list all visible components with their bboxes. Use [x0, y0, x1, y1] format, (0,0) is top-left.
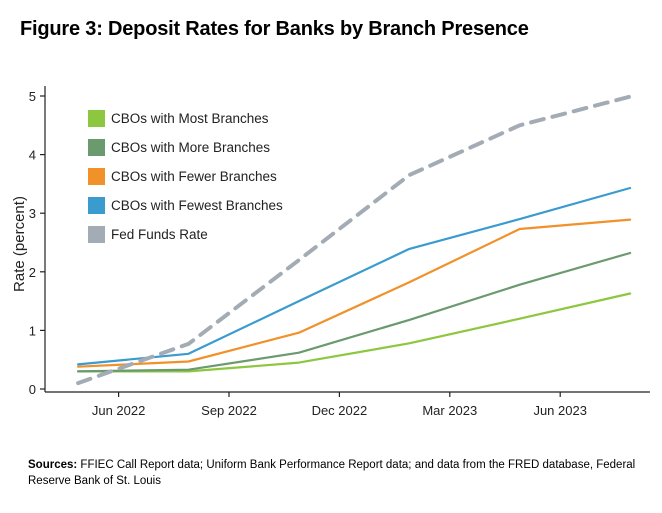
sources-note: Sources: FFIEC Call Report data; Uniform…: [28, 457, 648, 489]
y-tick-label-1: 1: [29, 323, 36, 338]
y-tick-label-2: 2: [29, 265, 36, 280]
y-tick-label-5: 5: [29, 89, 36, 104]
series-line-1: [77, 251, 632, 373]
legend-swatch-3: [88, 197, 105, 214]
chart-lines: [76, 94, 633, 386]
legend-label-3: CBOs with Fewest Branches: [111, 198, 283, 213]
chart-axes: 0 1 2 3 4 5 Jun 2022 Sep 2022 Dec 2022 Mar 2023 Ju…: [11, 86, 650, 418]
y-tick-label-4: 4: [29, 148, 36, 163]
sources-label: Sources:: [28, 459, 78, 471]
legend-swatch-2: [88, 168, 105, 185]
chart-title: Figure 3: Deposit Rates for Banks by Bra…: [20, 18, 529, 40]
x-tick-label-1: Sep 2022: [201, 403, 257, 418]
x-tick-label-0: Jun 2022: [92, 403, 146, 418]
x-tick-label-2: Dec 2022: [312, 403, 368, 418]
legend-swatch-1: [88, 139, 105, 156]
x-tick-label-3: Mar 2023: [422, 403, 477, 418]
series-line-4: [76, 94, 633, 386]
series-line-0: [77, 292, 632, 373]
deposit-rates-line-chart: 0 1 2 3 4 5 Jun 2022 Sep 2022 Dec 2022 Mar 2023 Ju…: [11, 86, 650, 418]
chart-legend: CBOs with Most Branches CBOs with More Br…: [88, 110, 283, 243]
legend-swatch-4: [88, 226, 105, 243]
legend-swatch-0: [88, 110, 105, 127]
x-tick-label-4: Jun 2023: [533, 403, 587, 418]
legend-label-0: CBOs with Most Branches: [111, 111, 269, 126]
series-line-3: [77, 186, 632, 366]
y-tick-label-0: 0: [29, 382, 36, 397]
series-line-2: [77, 218, 632, 368]
y-tick-label-3: 3: [29, 206, 36, 221]
legend-label-4: Fed Funds Rate: [111, 227, 208, 242]
y-axis-label: Rate (percent): [11, 196, 28, 292]
sources-text: FFIEC Call Report data; Uniform Bank Per…: [28, 459, 636, 487]
legend-label-1: CBOs with More Branches: [111, 140, 270, 155]
legend-label-2: CBOs with Fewer Branches: [111, 169, 277, 184]
